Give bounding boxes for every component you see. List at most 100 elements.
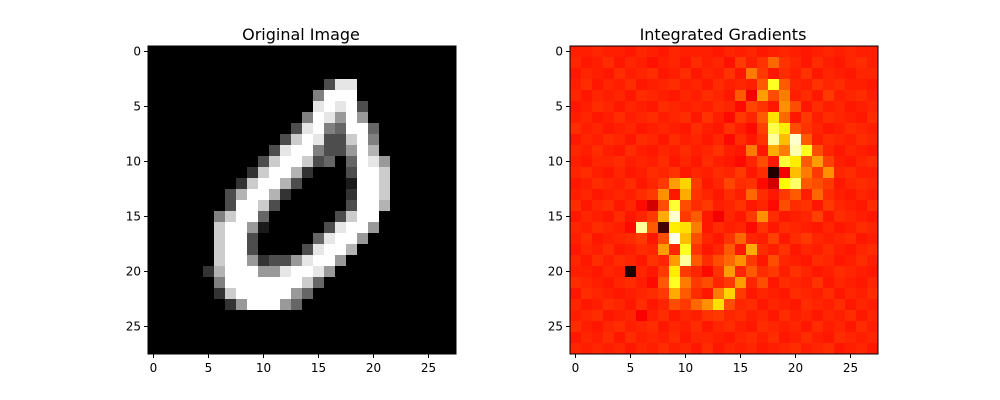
heatmap-cell xyxy=(603,343,615,355)
heatmap-cell xyxy=(614,321,626,333)
heatmap-cell xyxy=(702,244,714,256)
heatmap-cell xyxy=(691,222,703,234)
heatmap-cell xyxy=(247,310,259,322)
heatmap-cell xyxy=(812,178,824,190)
heatmap-cell xyxy=(159,68,171,80)
heatmap-cell xyxy=(570,101,582,113)
heatmap-cell xyxy=(746,255,758,267)
heatmap-cell xyxy=(346,178,358,190)
heatmap-cell xyxy=(636,167,648,179)
heatmap-cell xyxy=(258,101,270,113)
heatmap-cell xyxy=(867,68,879,80)
heatmap-cell xyxy=(735,321,747,333)
heatmap-cell xyxy=(423,167,435,179)
heatmap-cell xyxy=(680,134,692,146)
heatmap-cell xyxy=(592,277,604,289)
heatmap-cell xyxy=(148,57,160,69)
heatmap-cell xyxy=(823,123,835,135)
heatmap-cell xyxy=(856,244,868,256)
heatmap-cell xyxy=(258,332,270,344)
heatmap-cell xyxy=(291,156,303,168)
heatmap-cell xyxy=(302,222,314,234)
heatmap-cell xyxy=(225,156,237,168)
heatmap-cell xyxy=(368,310,380,322)
heatmap-cell xyxy=(390,79,402,91)
heatmap-cell xyxy=(625,211,637,223)
heatmap-cell xyxy=(669,123,681,135)
heatmap-cell xyxy=(280,343,292,355)
heatmap-cell xyxy=(581,167,593,179)
heatmap-cell xyxy=(779,167,791,179)
heatmap-cell xyxy=(713,332,725,344)
heatmap-cell xyxy=(379,233,391,245)
heatmap-cell xyxy=(423,266,435,278)
heatmap-cell xyxy=(790,233,802,245)
heatmap-cell xyxy=(724,200,736,212)
heatmap-cell xyxy=(790,189,802,201)
heatmap-cell xyxy=(669,79,681,91)
heatmap-cell xyxy=(269,244,281,256)
heatmap-cell xyxy=(867,277,879,289)
heatmap-cell xyxy=(203,255,215,267)
heatmap-cell xyxy=(390,222,402,234)
heatmap-cell xyxy=(812,90,824,102)
heatmap-cell xyxy=(647,112,659,124)
heatmap-cell xyxy=(757,343,769,355)
heatmap-cell xyxy=(713,79,725,91)
heatmap-cell xyxy=(225,321,237,333)
heatmap-cell xyxy=(823,68,835,80)
heatmap-cell xyxy=(148,321,160,333)
heatmap-cell xyxy=(412,112,424,124)
heatmap-cell xyxy=(757,57,769,69)
heatmap-cell xyxy=(790,156,802,168)
heatmap-cell xyxy=(691,189,703,201)
heatmap-cell xyxy=(225,288,237,300)
heatmap-cell xyxy=(302,79,314,91)
heatmap-cell xyxy=(434,266,446,278)
heatmap-cell xyxy=(423,46,435,58)
heatmap-cell xyxy=(691,178,703,190)
heatmap-cell xyxy=(412,343,424,355)
heatmap-cell xyxy=(856,123,868,135)
heatmap-cell xyxy=(412,167,424,179)
heatmap-cell xyxy=(170,310,182,322)
heatmap-cell xyxy=(867,145,879,157)
heatmap-cell xyxy=(236,167,248,179)
heatmap-cell xyxy=(280,68,292,80)
heatmap-cell xyxy=(214,200,226,212)
heatmap-cell xyxy=(680,277,692,289)
heatmap-cell xyxy=(445,46,457,58)
heatmap-cell xyxy=(335,222,347,234)
heatmap-cell xyxy=(247,200,259,212)
heatmap-cell xyxy=(214,266,226,278)
heatmap-cell xyxy=(570,266,582,278)
heatmap-cell xyxy=(713,299,725,311)
heatmap-cell xyxy=(691,211,703,223)
heatmap-cell xyxy=(159,244,171,256)
heatmap-cell xyxy=(691,134,703,146)
heatmap-cell xyxy=(258,200,270,212)
heatmap-cell xyxy=(423,299,435,311)
heatmap-cell xyxy=(236,134,248,146)
heatmap-cell xyxy=(225,310,237,322)
heatmap-cell xyxy=(434,167,446,179)
heatmap-cell xyxy=(636,222,648,234)
heatmap-cell xyxy=(625,189,637,201)
heatmap-cell xyxy=(280,123,292,135)
heatmap-cell xyxy=(170,233,182,245)
heatmap-cell xyxy=(658,123,670,135)
heatmap-cell xyxy=(702,310,714,322)
heatmap-cell xyxy=(302,178,314,190)
heatmap-cell xyxy=(746,244,758,256)
heatmap-cell xyxy=(625,123,637,135)
heatmap-cell xyxy=(368,90,380,102)
heatmap-cell xyxy=(313,46,325,58)
heatmap-cell xyxy=(170,189,182,201)
heatmap-cell xyxy=(214,321,226,333)
heatmap-cell xyxy=(357,112,369,124)
heatmap-cell xyxy=(401,145,413,157)
heatmap-cell xyxy=(192,123,204,135)
heatmap-cell xyxy=(823,46,835,58)
heatmap-cell xyxy=(269,200,281,212)
